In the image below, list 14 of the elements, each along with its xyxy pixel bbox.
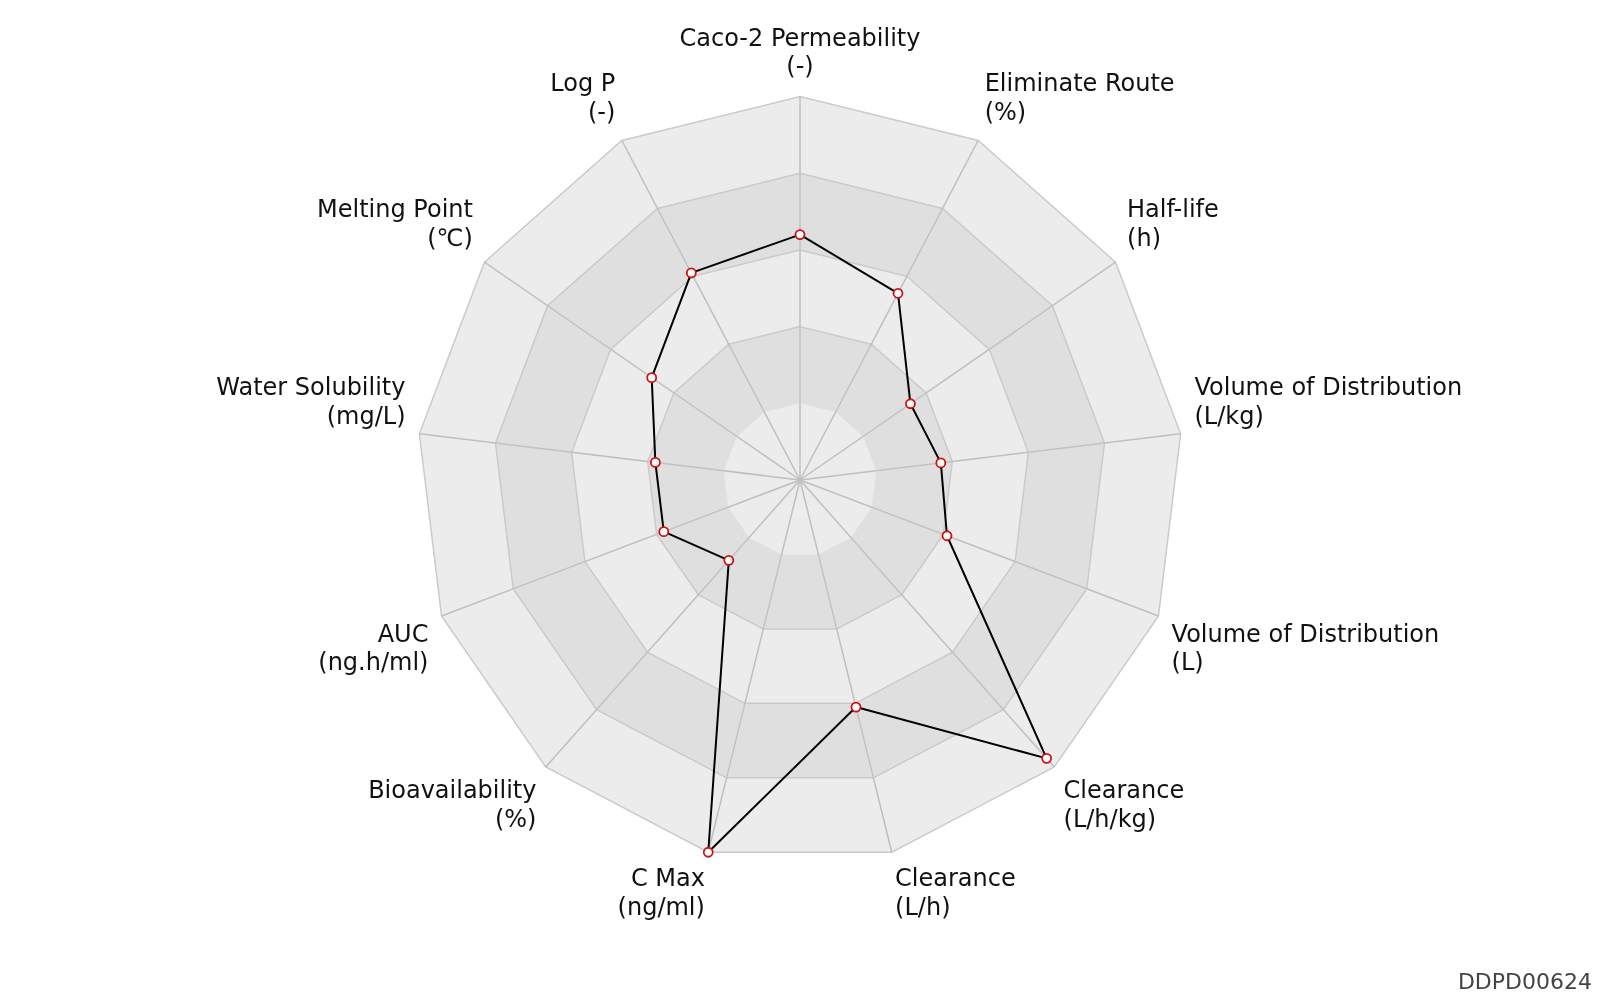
spoke-label: Half-life (h) <box>1127 195 1219 253</box>
spoke-label: Volume of Distribution (L) <box>1171 619 1440 677</box>
spoke-label: Caco-2 Permeability (-) <box>679 23 921 81</box>
spoke-label: Eliminate Route (%) <box>984 69 1175 126</box>
text: DDPD00624 <box>1457 969 1592 994</box>
spoke-label: Log P (-) <box>550 69 616 126</box>
spoke-label: Melting Point (℃) <box>317 195 473 253</box>
spoke-label: Clearance (L/h/kg) <box>1063 776 1185 833</box>
spoke-label: C Max (ng/ml) <box>617 864 705 922</box>
spoke-label: Clearance (L/h) <box>895 864 1016 922</box>
spoke-label: Water Solubility (mg/L) <box>216 373 406 430</box>
spoke-label: Bioavailability (%) <box>368 776 537 833</box>
spoke-label: Volume of Distribution (L/kg) <box>1194 373 1463 430</box>
spoke-label: AUC (ng.h/ml) <box>318 619 429 677</box>
